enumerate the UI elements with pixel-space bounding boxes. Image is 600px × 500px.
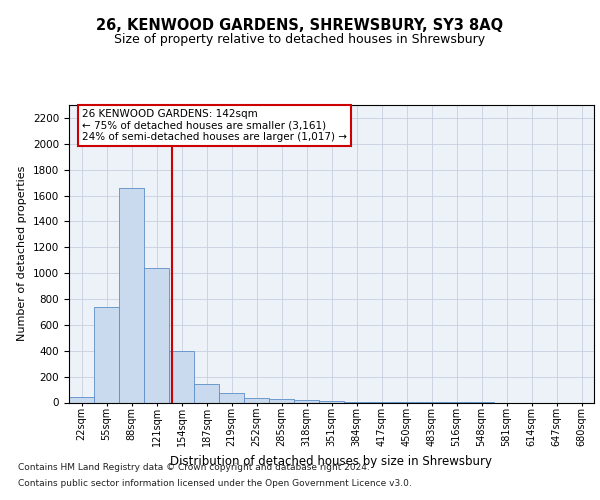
Y-axis label: Number of detached properties: Number of detached properties bbox=[17, 166, 28, 342]
Text: Size of property relative to detached houses in Shrewsbury: Size of property relative to detached ho… bbox=[115, 32, 485, 46]
Bar bbox=[319, 401, 344, 402]
Bar bbox=[169, 351, 194, 403]
Bar bbox=[219, 394, 244, 402]
Bar bbox=[269, 398, 294, 402]
Bar bbox=[244, 398, 269, 402]
Bar bbox=[144, 268, 169, 402]
Bar bbox=[119, 188, 144, 402]
Text: 26 KENWOOD GARDENS: 142sqm
← 75% of detached houses are smaller (3,161)
24% of s: 26 KENWOOD GARDENS: 142sqm ← 75% of deta… bbox=[82, 109, 347, 142]
Bar bbox=[69, 398, 94, 402]
Bar bbox=[194, 384, 219, 402]
X-axis label: Distribution of detached houses by size in Shrewsbury: Distribution of detached houses by size … bbox=[170, 454, 493, 468]
Text: Contains HM Land Registry data © Crown copyright and database right 2024.: Contains HM Land Registry data © Crown c… bbox=[18, 464, 370, 472]
Bar bbox=[94, 307, 119, 402]
Text: Contains public sector information licensed under the Open Government Licence v3: Contains public sector information licen… bbox=[18, 478, 412, 488]
Text: 26, KENWOOD GARDENS, SHREWSBURY, SY3 8AQ: 26, KENWOOD GARDENS, SHREWSBURY, SY3 8AQ bbox=[97, 18, 503, 32]
Bar bbox=[294, 400, 319, 402]
